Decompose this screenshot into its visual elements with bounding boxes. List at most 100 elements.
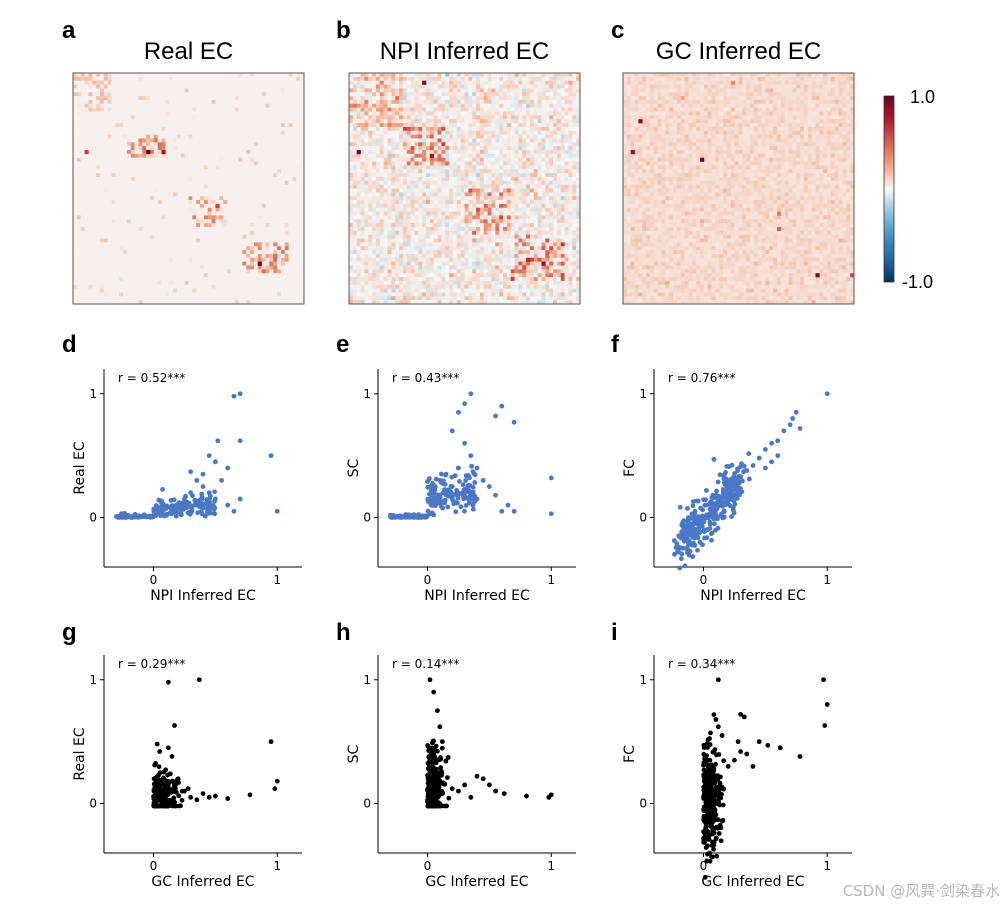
- heatmap-cell: [541, 111, 546, 116]
- heatmap-cell: [107, 92, 112, 97]
- heatmap-cell: [468, 142, 473, 147]
- heatmap-cell: [157, 211, 162, 216]
- heatmap-cell: [483, 126, 488, 132]
- heatmap-cell: [99, 76, 105, 81]
- heatmap-cell: [452, 119, 458, 124]
- heatmap-cell: [99, 176, 105, 182]
- heatmap-cell: [406, 107, 411, 112]
- heatmap-cell: [273, 161, 278, 166]
- heatmap-cell: [391, 115, 396, 120]
- heatmap-cell: [84, 157, 89, 162]
- heatmap-cell: [80, 119, 85, 124]
- heatmap-cell: [230, 288, 235, 293]
- heatmap-cell: [495, 119, 500, 124]
- heatmap-cell: [207, 200, 212, 205]
- heatmap-cell: [476, 115, 481, 120]
- heatmap-cell: [499, 99, 504, 105]
- heatmap-cell: [522, 111, 527, 116]
- heatmap-cell: [180, 150, 185, 155]
- heatmap-cell: [379, 119, 384, 124]
- heatmap-cell: [161, 99, 166, 105]
- heatmap-cell: [406, 126, 411, 132]
- heatmap-cell: [123, 238, 128, 243]
- heatmap-cell: [188, 138, 193, 143]
- heatmap-cell: [246, 211, 251, 216]
- heatmap-cell: [115, 192, 120, 197]
- heatmap-cell: [196, 223, 201, 228]
- heatmap-cell: [157, 242, 162, 247]
- heatmap-cell: [150, 126, 155, 132]
- heatmap-cell: [80, 134, 85, 139]
- heatmap-cell: [76, 288, 81, 293]
- heatmap-cell: [503, 99, 508, 105]
- heatmap-cell: [126, 169, 132, 174]
- heatmap-cell: [553, 119, 558, 124]
- heatmap-cell: [238, 269, 243, 274]
- heatmap-cell: [433, 107, 438, 112]
- heatmap-cell: [99, 169, 105, 174]
- heatmap-cell: [157, 192, 162, 197]
- heatmap-cell: [238, 296, 243, 301]
- heatmap-cell: [284, 203, 289, 209]
- heatmap-cell: [541, 123, 546, 128]
- heatmap-cell: [491, 111, 496, 116]
- heatmap-cell: [269, 207, 274, 212]
- heatmap-cell: [119, 146, 124, 151]
- heatmap-cell: [234, 203, 239, 209]
- heatmap-cell: [99, 188, 105, 193]
- heatmap-cell: [269, 134, 274, 139]
- heatmap-cell: [522, 126, 527, 132]
- heatmap-cell: [541, 96, 546, 101]
- heatmap-cell: [192, 134, 197, 139]
- heatmap-cell: [157, 246, 162, 251]
- heatmap-cell: [560, 146, 565, 151]
- heatmap-cell: [146, 107, 151, 112]
- heatmap-cell: [514, 130, 519, 135]
- heatmap-cell: [499, 119, 504, 124]
- heatmap-cell: [246, 76, 251, 81]
- heatmap-cell: [296, 284, 301, 289]
- heatmap-cell: [157, 123, 162, 128]
- heatmap-cell: [99, 300, 105, 305]
- heatmap-cell: [288, 284, 293, 289]
- heatmap-cell: [261, 99, 266, 105]
- heatmap-cell: [445, 88, 450, 93]
- heatmap-cell: [265, 269, 270, 274]
- heatmap-cell: [269, 211, 274, 216]
- heatmap-cell: [414, 130, 419, 135]
- heatmap-cell: [553, 123, 558, 128]
- heatmap-cell: [146, 261, 151, 266]
- heatmap-cell: [514, 157, 519, 162]
- heatmap-cell: [253, 203, 259, 209]
- heatmap-cell: [157, 215, 162, 220]
- heatmap-cell: [188, 134, 193, 139]
- heatmap-cell: [234, 176, 239, 182]
- heatmap-cell: [188, 165, 193, 170]
- heatmap-cell: [356, 80, 361, 85]
- heatmap-cell: [449, 142, 454, 147]
- heatmap-cell: [288, 227, 293, 232]
- heatmap-cell: [533, 84, 538, 89]
- heatmap-cell: [242, 253, 247, 259]
- heatmap-cell: [476, 84, 481, 89]
- heatmap-cell: [180, 296, 185, 301]
- heatmap-cell: [476, 146, 481, 151]
- heatmap-cell: [142, 269, 147, 274]
- heatmap-cell: [192, 161, 197, 166]
- heatmap-cell: [227, 280, 232, 286]
- heatmap-cell: [273, 277, 278, 282]
- heatmap-cell: [476, 96, 481, 101]
- heatmap-cell: [126, 134, 132, 139]
- heatmap-cell: [265, 207, 270, 212]
- heatmap-cell: [169, 169, 174, 174]
- heatmap-cell: [200, 265, 205, 270]
- heatmap-cell: [349, 73, 354, 78]
- heatmap-cell: [169, 92, 174, 97]
- heatmap-cell: [92, 153, 97, 158]
- heatmap-cell: [196, 296, 201, 301]
- heatmap-cell: [107, 196, 112, 201]
- heatmap-cell: [103, 92, 108, 97]
- heatmap-cell: [207, 119, 212, 124]
- heatmap-cell: [464, 73, 469, 78]
- heatmap-cell: [173, 238, 178, 243]
